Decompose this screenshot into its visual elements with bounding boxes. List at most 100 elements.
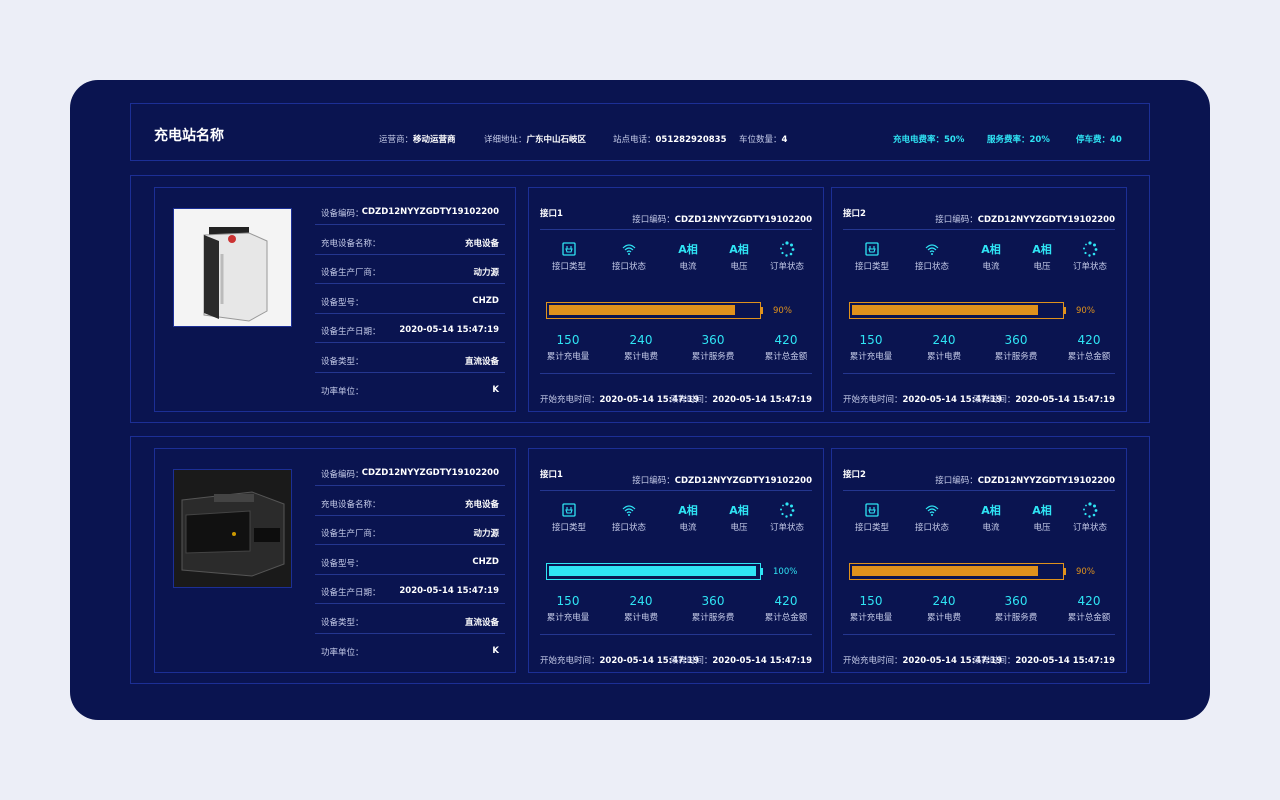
icon: [865, 503, 879, 517]
divider: [540, 490, 812, 491]
battery-cap: [1064, 307, 1066, 314]
row-label: 设备型号：: [321, 297, 364, 308]
time-field: 开始充电时间：2020-05-14 15:47:19: [843, 387, 1002, 406]
battery-cap: [761, 568, 763, 575]
stat-label: 累计总金额: [764, 613, 808, 623]
row-value: K: [492, 384, 499, 395]
time-field: 开始充电时间：2020-05-14 15:47:19: [540, 648, 699, 667]
battery-fill: [549, 305, 736, 315]
code-value: CDZD12NYYZGDTY19102200: [977, 215, 1115, 225]
indicator-label: 电压: [1033, 262, 1051, 272]
time-value: 2020-05-14 15:47:19: [599, 656, 700, 666]
indicator-label: 接口状态: [611, 262, 646, 272]
row-label: 充电设备名称：: [321, 499, 381, 510]
field-value: 广东中山石岐区: [526, 135, 587, 145]
rate-label: 停车费：: [1076, 135, 1111, 145]
row-divider: [315, 253, 505, 255]
time-label: 开始充电时间：: [540, 395, 600, 405]
time-field: 开始充电时间：2020-05-14 15:47:19: [843, 648, 1002, 667]
indicator-symbol: A相: [729, 243, 749, 256]
port-panel: 接口1 接口编码：CDZD12NYYZGDTY19102200 接口类型 接口状态 A相…: [528, 448, 824, 673]
row-value: CDZD12NYYZGDTY19102200: [361, 468, 499, 478]
stat-value: 360: [701, 594, 725, 608]
header-field: 运营商：移动运营商: [379, 127, 456, 146]
row-label: 功率单位：: [321, 647, 364, 658]
row-divider: [315, 283, 505, 285]
dashboard-card: 充电站名称 运营商：移动运营商 详细地址：广东中山石岐区 站点电话：05128292…: [70, 80, 1210, 720]
row-value: 动力源: [473, 529, 499, 540]
port-name: 接口1: [540, 470, 563, 480]
time-label: 开始充电时间：: [843, 395, 903, 405]
battery-cap: [761, 307, 763, 314]
code-label: 接口编码：: [632, 215, 675, 225]
port-code: 接口编码：CDZD12NYYZGDTY19102200: [935, 207, 1115, 226]
indicator-label: 电流: [982, 523, 1000, 533]
code-value: CDZD12NYYZGDTY19102200: [674, 476, 812, 486]
code-value: CDZD12NYYZGDTY19102200: [674, 215, 812, 225]
row-label: 功率单位：: [321, 386, 364, 397]
icon: [622, 244, 636, 255]
stat-value: 240: [629, 594, 653, 608]
indicator-symbol: A相: [981, 504, 1001, 517]
icon: [865, 242, 879, 256]
row-value: 2020-05-14 15:47:19: [399, 325, 499, 336]
indicator-label: 接口状态: [611, 523, 646, 533]
indicator-label: 电流: [982, 262, 1000, 272]
row-value: CDZD12NYYZGDTY19102200: [361, 207, 499, 217]
time-field: 采样时间：2020-05-14 15:47:19: [973, 648, 1115, 667]
port-panel: 接口1 接口编码：CDZD12NYYZGDTY19102200 接口类型 接口状态 A相…: [528, 187, 824, 412]
icon: [562, 242, 576, 256]
stat-value: 150: [556, 594, 580, 608]
time-value: 2020-05-14 15:47:19: [902, 395, 1003, 405]
icon: [925, 244, 939, 255]
stat-label: 累计服务费: [994, 352, 1038, 362]
indicator-label: 接口状态: [914, 523, 949, 533]
field-label: 详细地址：: [484, 135, 527, 145]
row-divider: [315, 603, 505, 605]
divider: [540, 229, 812, 230]
stat-value: 420: [774, 333, 798, 347]
stat-label: 累计电费: [623, 352, 658, 362]
field-label: 运营商：: [379, 135, 414, 145]
row-label: 设备类型：: [321, 618, 364, 628]
battery: [849, 563, 1064, 580]
divider: [540, 634, 812, 635]
battery: [849, 302, 1064, 319]
row-value: 充电设备: [464, 499, 499, 510]
stat-value: 360: [701, 333, 725, 347]
icon: [1083, 502, 1098, 518]
row-value: CHZD: [472, 556, 499, 567]
stat-label: 累计服务费: [691, 352, 735, 362]
row-divider: [315, 633, 505, 634]
row-value: 动力源: [473, 268, 499, 279]
time-value: 2020-05-14 15:47:19: [1015, 395, 1115, 405]
indicator-label: 订单状态: [1072, 523, 1107, 533]
indicator-symbol: A相: [678, 504, 698, 517]
indicator-label: 电流: [679, 523, 697, 533]
row-label: 充电设备名称：: [321, 238, 381, 249]
device-image: [173, 469, 292, 588]
row-divider: [315, 372, 505, 373]
field-value: 051282920835: [655, 135, 727, 145]
port-name: 接口2: [843, 209, 866, 219]
header-rate: 服务费率：20%: [987, 127, 1050, 146]
charge-label: 90%: [1076, 567, 1095, 577]
battery-cap: [1064, 568, 1066, 575]
time-field: 采样时间：2020-05-14 15:47:19: [670, 387, 812, 406]
stat-value: 360: [1004, 333, 1028, 347]
stat-label: 累计服务费: [994, 613, 1038, 623]
row-value: 2020-05-14 15:47:19: [399, 586, 499, 597]
row-label: 设备编码：: [321, 209, 364, 219]
row-divider: [315, 573, 505, 575]
battery: [546, 563, 761, 580]
time-field: 开始充电时间：2020-05-14 15:47:19: [540, 387, 699, 406]
header-rate: 停车费：40: [1076, 127, 1122, 146]
stat-label: 累计总金额: [1067, 613, 1111, 623]
indicator-label: 接口类型: [854, 523, 889, 533]
row-divider: [315, 514, 505, 516]
stat-label: 累计总金额: [1067, 352, 1111, 362]
header-bar: 充电站名称 运营商：移动运营商 详细地址：广东中山石岐区 站点电话：05128292…: [130, 103, 1150, 161]
charge-label: 90%: [773, 306, 792, 316]
port-code: 接口编码：CDZD12NYYZGDTY19102200: [632, 468, 812, 487]
